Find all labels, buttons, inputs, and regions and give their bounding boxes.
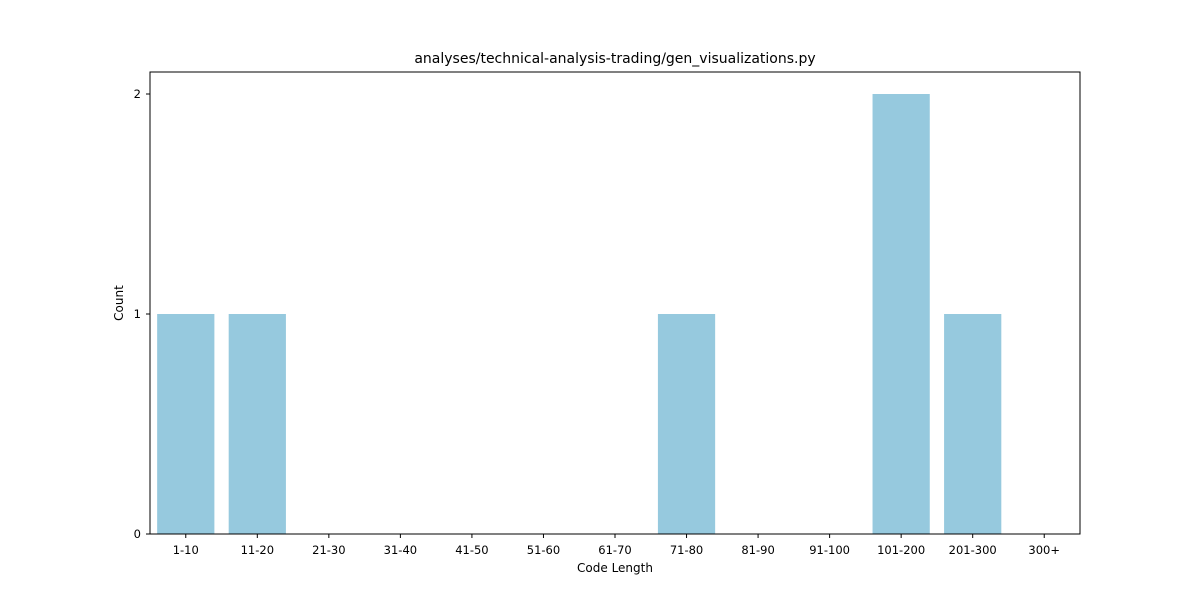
bar-1-10 (157, 314, 215, 534)
x-tick-label: 1-10 (173, 543, 199, 557)
bar-71-80 (657, 314, 716, 534)
y-tick-label: 2 (134, 87, 141, 101)
y-axis-ticks: 0 1 2 (134, 87, 150, 541)
chart-title: analyses/technical-analysis-trading/gen_… (414, 51, 815, 67)
bars-group (157, 94, 1002, 534)
x-tick-label: 41-50 (455, 543, 488, 557)
bar-201-300 (944, 314, 1002, 534)
x-axis-ticks: 1-10 11-20 21-30 31-40 41-50 51-60 61-70 71-80 8… (173, 534, 1060, 557)
x-tick-label: 31-40 (384, 543, 417, 557)
x-tick-label: 300+ (1028, 543, 1060, 557)
x-tick-label: 91-100 (809, 543, 850, 557)
x-tick-label: 201-300 (949, 543, 997, 557)
x-tick-label: 21-30 (312, 543, 345, 557)
x-tick-label: 51-60 (527, 543, 560, 557)
x-tick-label: 71-80 (670, 543, 703, 557)
x-axis-label: Code Length (577, 561, 653, 575)
bar-101-200 (872, 94, 930, 534)
plot-frame (149, 71, 1081, 535)
bar-11-20 (228, 314, 286, 534)
y-tick-label: 1 (134, 307, 141, 321)
x-tick-label: 81-90 (741, 543, 774, 557)
x-tick-label: 101-200 (877, 543, 925, 557)
y-axis-label: Count (112, 285, 126, 321)
x-tick-label: 11-20 (241, 543, 274, 557)
x-tick-label: 61-70 (598, 543, 631, 557)
y-tick-label: 0 (134, 527, 141, 541)
